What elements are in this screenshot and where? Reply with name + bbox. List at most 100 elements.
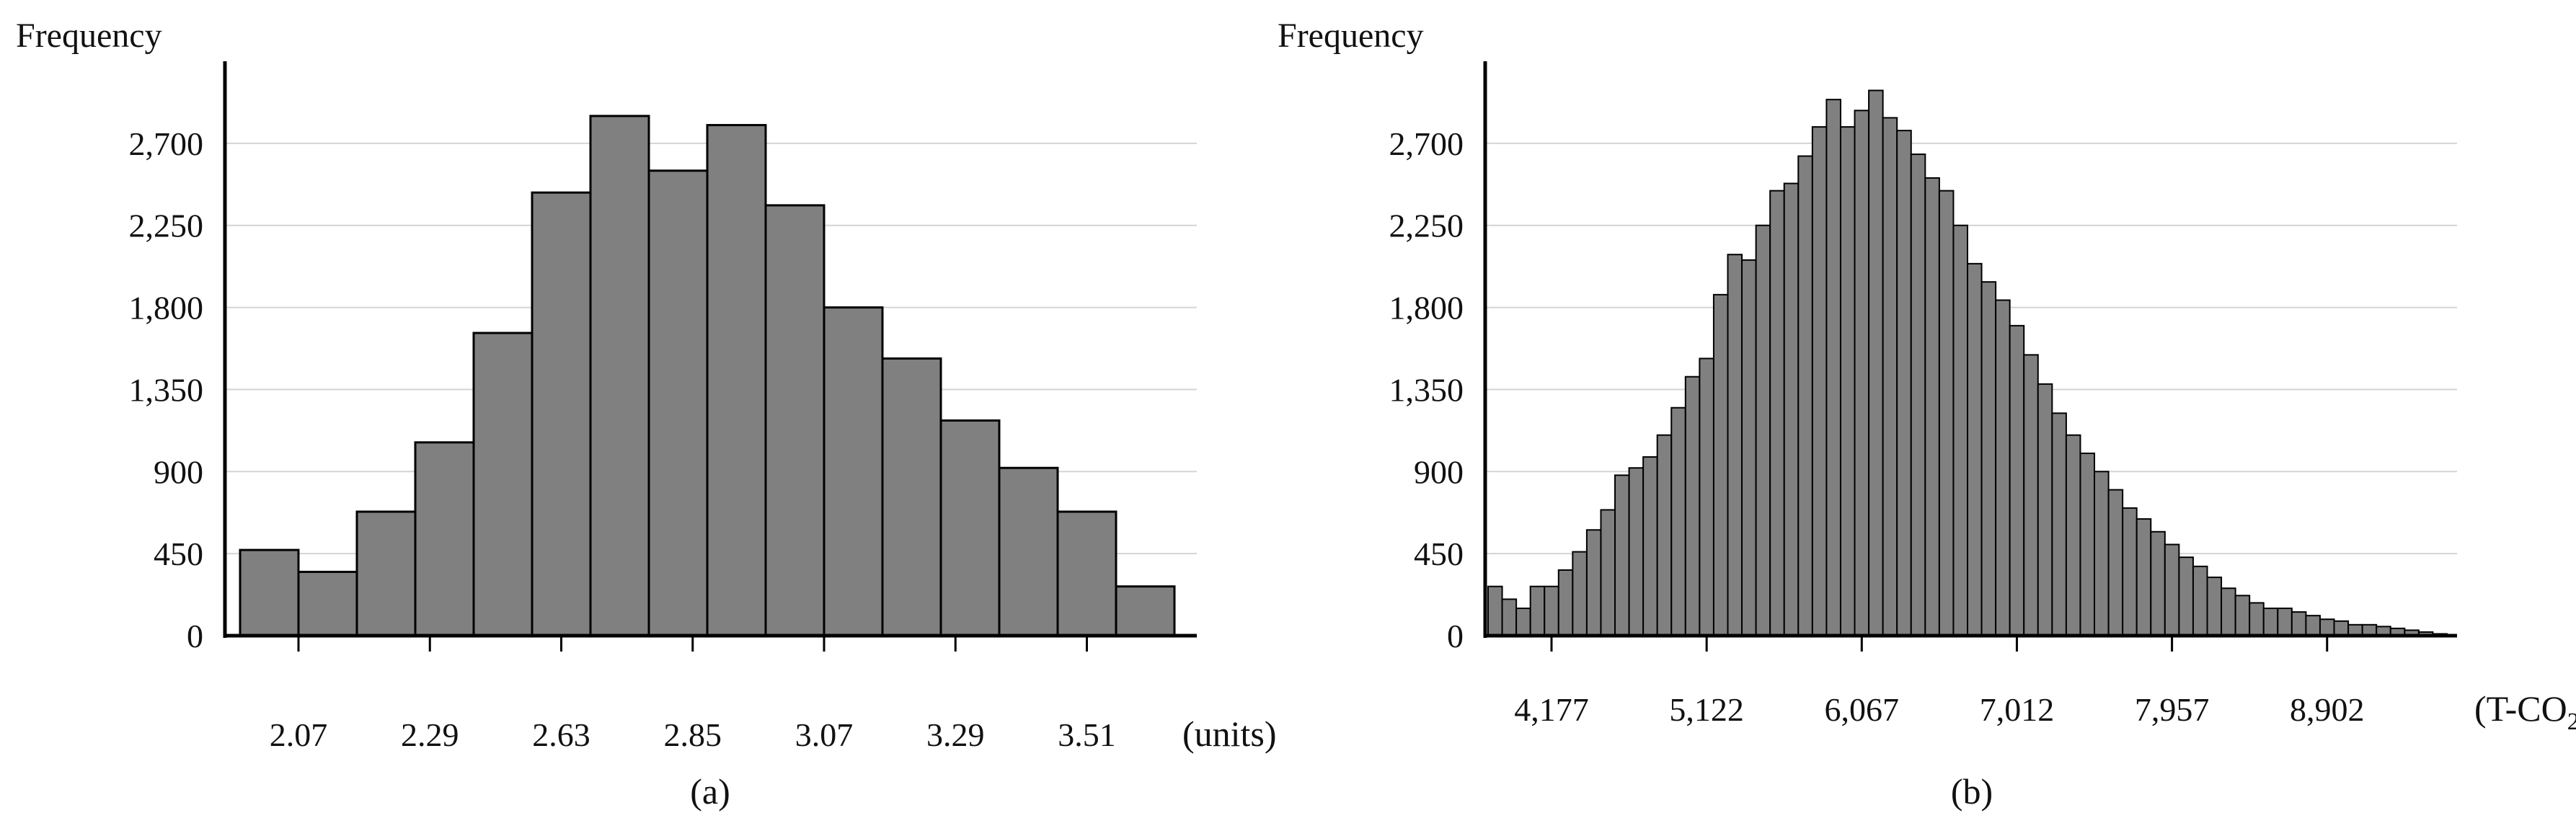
histogram-bar (2277, 608, 2293, 636)
unit-subscript: 2 (2567, 708, 2576, 735)
histogram-bar (2150, 530, 2166, 636)
x-axis-unit-label: (T-CO2) (2474, 688, 2576, 735)
histogram-bars (239, 115, 1176, 637)
y-tick-label: 1,800 (129, 290, 204, 326)
histogram-bar (2094, 471, 2110, 636)
y-tick-label: 2,700 (1389, 125, 1464, 162)
x-tick-label: 4,177 (1514, 691, 1589, 728)
histogram-bar (1656, 434, 1673, 637)
histogram-bar (1797, 155, 1813, 637)
histogram-bar (239, 548, 300, 637)
y-tick-label: 2,700 (129, 125, 204, 162)
histogram-bar (1600, 509, 1616, 637)
y-axis-title: Frequency (1278, 17, 1424, 55)
x-tick-label: 2.29 (401, 716, 459, 753)
histogram-bar (1854, 110, 1870, 637)
x-tick-label: 6,067 (1825, 691, 1900, 728)
histogram-bar (1952, 224, 1968, 636)
y-axis-title: Frequency (16, 17, 162, 55)
histogram-bar (2065, 434, 2081, 637)
histogram-bar (1557, 569, 1574, 637)
histogram-bar (2333, 620, 2350, 636)
y-tick-label: 1,350 (129, 371, 204, 408)
y-tick-label: 2,250 (129, 208, 204, 244)
histogram-bar (1980, 281, 1997, 636)
histogram-bar (1544, 585, 1559, 637)
panel-caption: (b) (1951, 771, 1993, 812)
histogram-bar (1811, 126, 1828, 637)
histogram-bar (1755, 224, 1771, 636)
histogram-bar (1825, 99, 1841, 636)
histogram-bar (1995, 299, 2011, 636)
x-tick-label: 3.29 (926, 716, 985, 753)
histogram-bar (2079, 452, 2096, 636)
histogram-bar (1684, 375, 1701, 636)
histogram-bar (1938, 190, 1955, 636)
y-axis-tick-labels: 0 450 900 1,350 1,800 2,250 2,700 (129, 125, 204, 654)
histogram-bar (589, 115, 650, 637)
histogram-bar (1769, 190, 1785, 636)
x-tick-label: 2.63 (532, 716, 590, 753)
histogram-bar (1670, 406, 1686, 636)
x-tick-label: 3.07 (795, 716, 854, 753)
histogram-bar (355, 510, 417, 637)
y-tick-label: 900 (1414, 453, 1464, 490)
histogram-bar (1585, 529, 1602, 636)
histogram-bar (414, 441, 475, 637)
histogram-bar (1529, 585, 1546, 637)
x-tick-label: 7,957 (2135, 691, 2210, 728)
histogram-bar (2164, 543, 2180, 636)
histogram-bar (2305, 615, 2321, 637)
histogram-bar (2107, 489, 2124, 636)
x-tick-label: 8,902 (2290, 691, 2365, 728)
histogram-bar (647, 169, 709, 637)
histogram-bar (2206, 577, 2223, 636)
x-tick-label: 2.07 (270, 716, 328, 753)
histogram-bar (1924, 177, 1940, 636)
y-tick-label: 0 (1447, 618, 1464, 654)
histogram-bar (2234, 595, 2251, 636)
histogram-bar (1727, 254, 1743, 636)
histogram-bar (531, 191, 592, 637)
y-tick-label: 1,350 (1389, 371, 1464, 408)
histogram-bar (2135, 518, 2152, 636)
histogram-bar (1056, 510, 1117, 637)
histogram-bar (2037, 383, 2053, 636)
panel-caption: (a) (690, 771, 730, 812)
y-tick-label: 1,800 (1389, 290, 1464, 326)
histogram-bar (1642, 456, 1658, 636)
histogram-bar (2192, 565, 2208, 636)
y-tick-label: 450 (1414, 536, 1464, 572)
x-tick-label: 5,122 (1669, 691, 1744, 728)
histogram-bar (2178, 556, 2194, 637)
histogram-bar (1614, 474, 1630, 636)
y-tick-label: 0 (187, 618, 203, 654)
histogram-panel-b: 0 450 900 1,350 1,800 2,250 2,700 4,177 5,122 6,… (1278, 17, 2576, 812)
histogram-bar (1967, 262, 1983, 637)
x-tick-label: 3.51 (1058, 716, 1116, 753)
histogram-bar (1628, 467, 1645, 636)
histogram-bar (1868, 89, 1884, 636)
unit-main: (T-CO (2474, 688, 2567, 729)
histogram-bar (706, 124, 767, 637)
y-tick-label: 900 (154, 453, 203, 490)
x-tick-label: 2.85 (664, 716, 722, 753)
histogram-bar (1839, 126, 1856, 637)
histogram-bar (2009, 324, 2025, 636)
histogram-bar (2249, 602, 2265, 637)
histogram-bar (1501, 598, 1518, 637)
histogram-bar (1515, 608, 1531, 636)
x-axis-unit-label: (units) (1182, 714, 1277, 754)
histogram-bar (1882, 117, 1898, 636)
histogram-bar (939, 419, 1001, 637)
histogram-bar (1115, 585, 1176, 637)
histogram-bar (1910, 154, 1926, 637)
histogram-bar (2290, 611, 2307, 636)
histogram-bar (1699, 357, 1714, 636)
histogram-bar (2262, 608, 2279, 636)
histogram-bar (998, 466, 1059, 637)
y-tick-label: 450 (154, 536, 203, 572)
histogram-bar (1712, 293, 1729, 636)
x-tick-label: 7,012 (1980, 691, 2055, 728)
histogram-bar (2221, 587, 2236, 637)
